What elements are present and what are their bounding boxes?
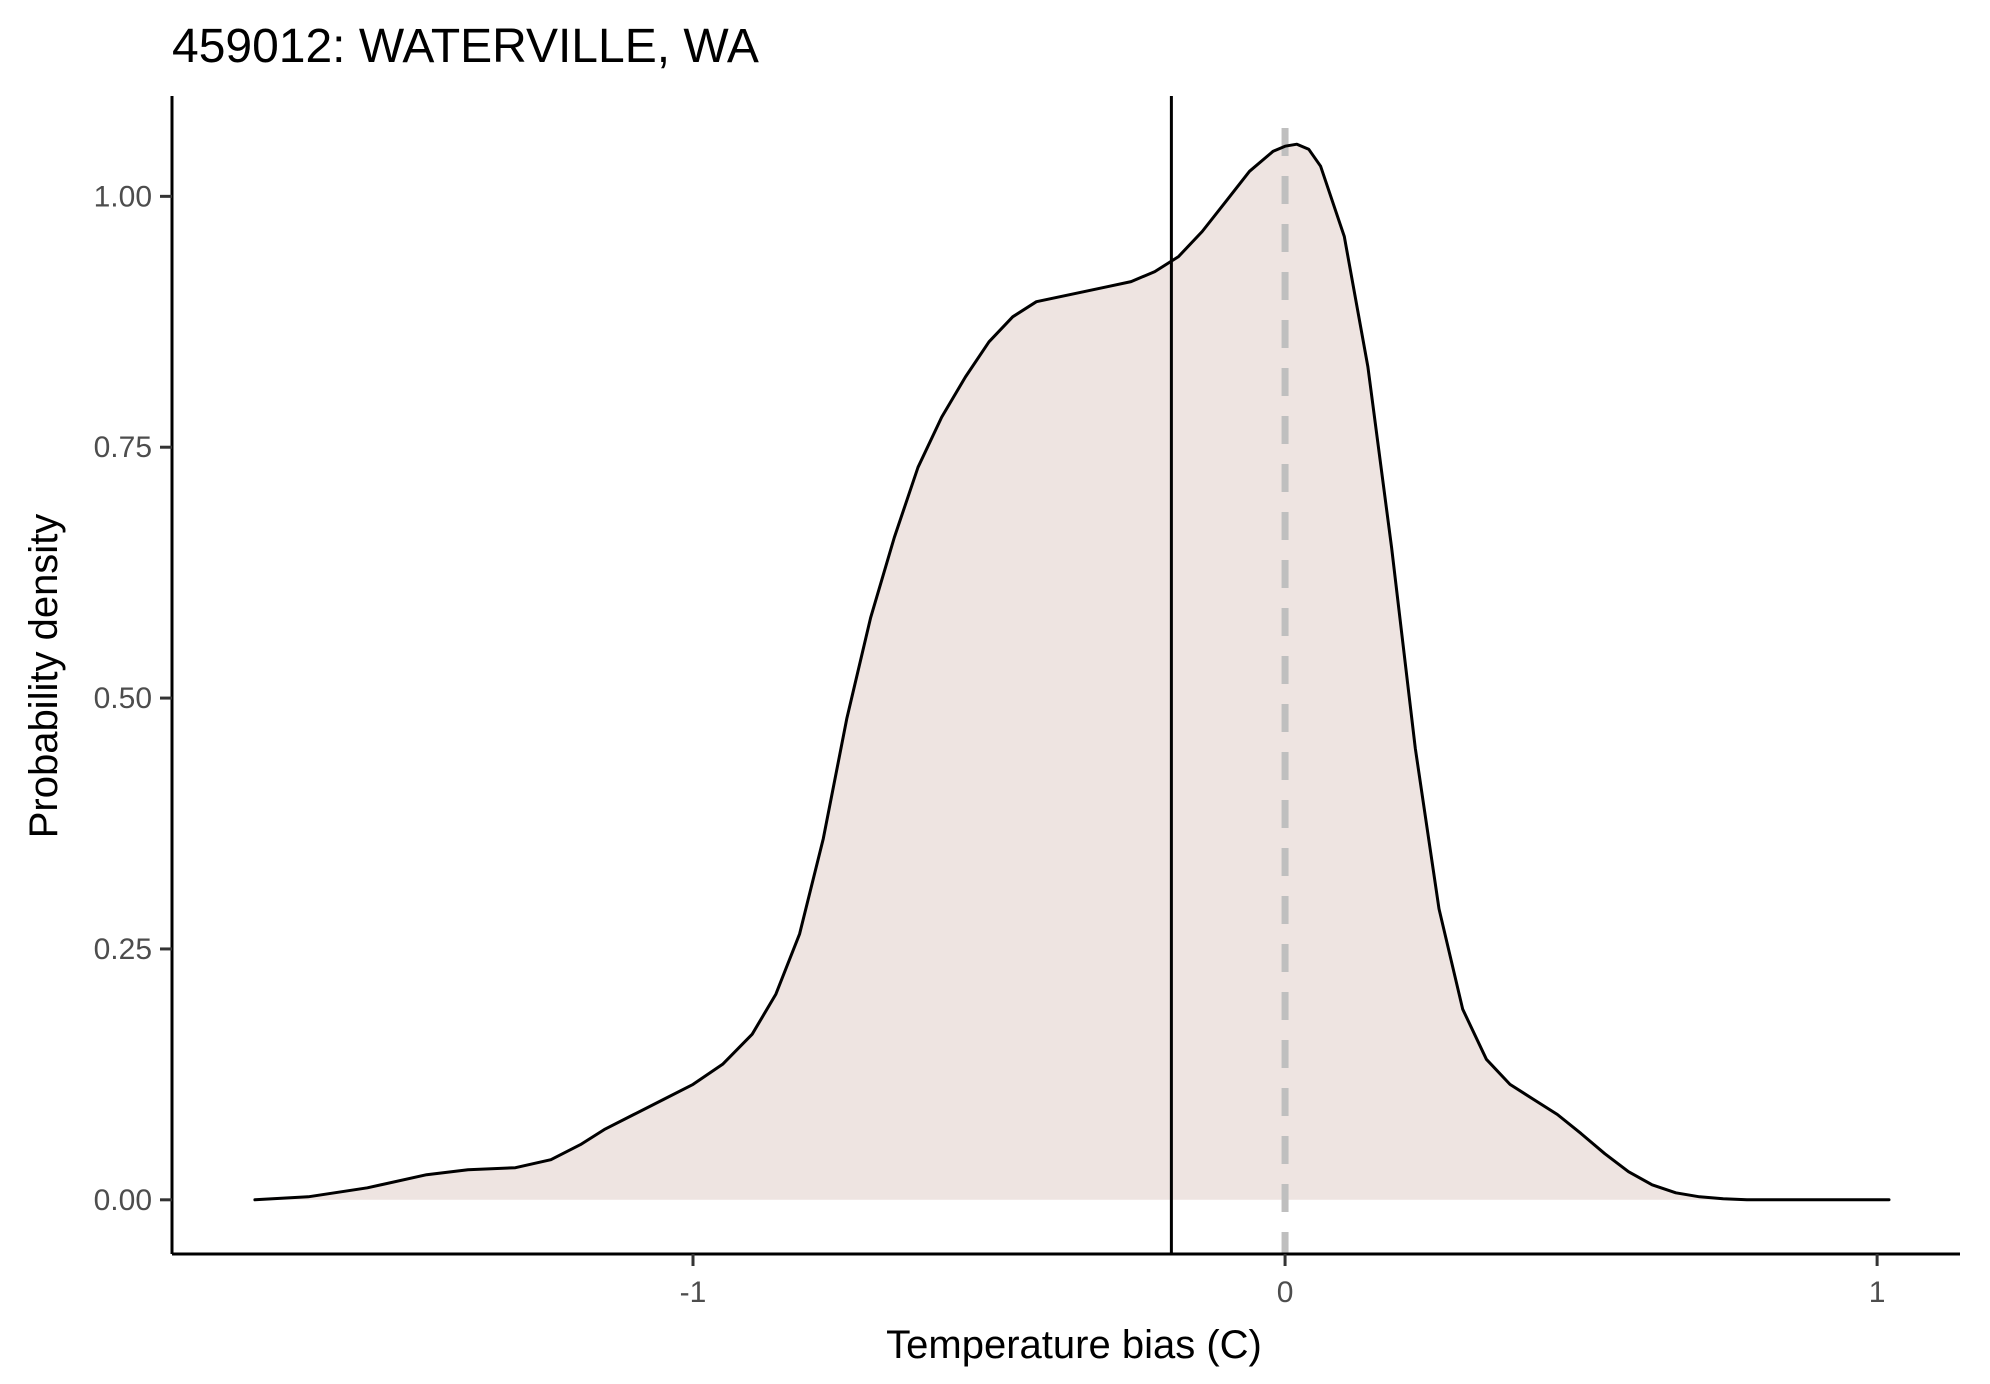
y-tick-label: 0.25: [94, 933, 152, 966]
density-area: [254, 144, 1889, 1200]
chart-title: 459012: WATERVILLE, WA: [172, 20, 759, 73]
x-tick-label: 0: [1277, 1276, 1294, 1309]
y-tick-label: 1.00: [94, 180, 152, 213]
y-axis-title: Probability density: [22, 514, 66, 839]
y-tick-label: 0.50: [94, 682, 152, 715]
y-tick-label: 0.00: [94, 1184, 152, 1217]
density-line: [253, 142, 1891, 1202]
x-tick-label: 1: [1869, 1276, 1886, 1309]
x-tick-label: -1: [680, 1276, 707, 1309]
y-tick-label: 0.75: [94, 431, 152, 464]
x-axis-title: Temperature bias (C): [886, 1323, 1262, 1367]
